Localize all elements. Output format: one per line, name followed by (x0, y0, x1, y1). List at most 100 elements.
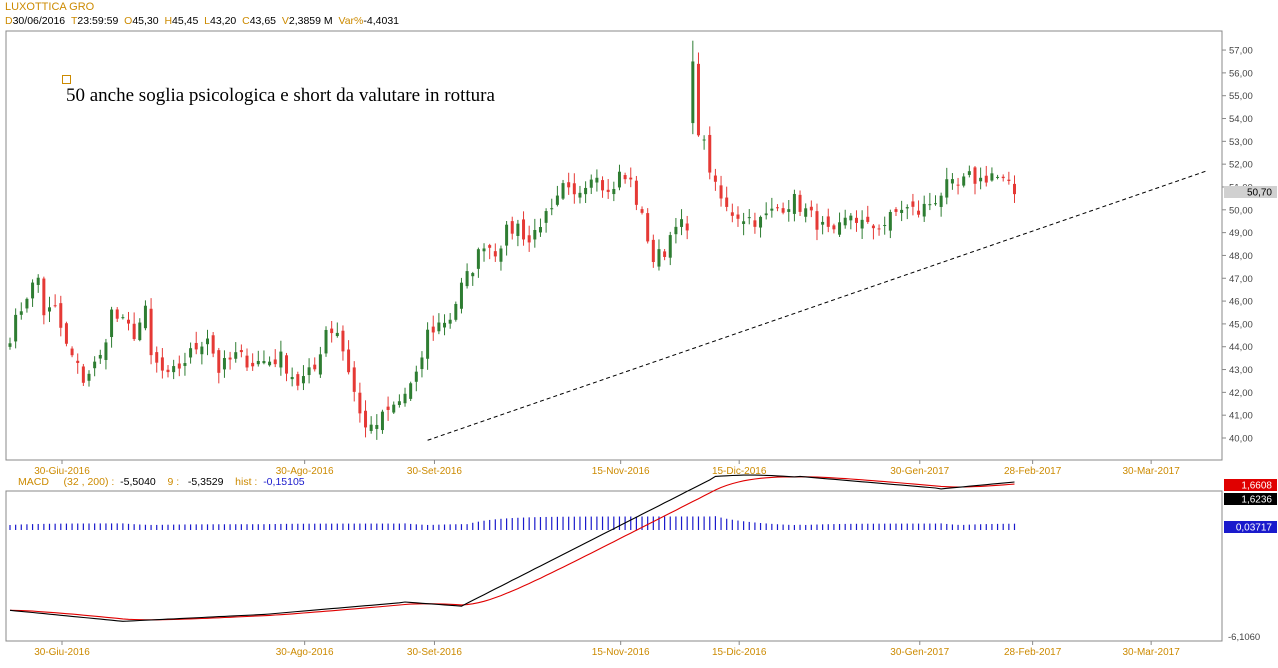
candle-body (996, 176, 1000, 178)
candle-body (437, 322, 441, 332)
candle-body (516, 223, 520, 236)
macd-signal-line (9, 476, 1015, 621)
date-tick-label: 30-Ago-2016 (276, 466, 334, 477)
ohlc-info-bar: D30/06/2016 T23:59:59 O45,30 H45,45 L43,… (5, 15, 399, 27)
candle-body (403, 393, 407, 404)
price-tick-label: 54,00 (1229, 114, 1253, 125)
candle-body (725, 197, 729, 207)
candle-body (14, 314, 18, 342)
candle-body (397, 401, 401, 406)
macd-value: -5,5040 (120, 476, 156, 488)
candle-body (629, 177, 633, 180)
candle-body (922, 203, 926, 217)
candle-body (956, 184, 960, 186)
candle-body (680, 219, 684, 227)
candle-body (510, 221, 514, 234)
candle-body (747, 217, 751, 219)
candle-body (110, 309, 114, 338)
candle-body (488, 245, 492, 248)
price-tick-label: 42,00 (1229, 388, 1253, 399)
ohlc-value-l: 43,20 (210, 15, 237, 27)
candle-body (905, 207, 909, 209)
candle-body (465, 271, 469, 287)
date-tick-label: 30-Mar-2017 (1123, 647, 1181, 658)
candle-body (646, 213, 650, 242)
price-pane-frame (5, 30, 1223, 461)
ohlc-value-varpct: -4,4031 (363, 15, 400, 27)
candle-body (48, 307, 52, 312)
candle-body (443, 322, 447, 328)
price-tick-label: 55,00 (1229, 91, 1253, 102)
chart-annotation[interactable]: 50 anche soglia psicologica e short da v… (66, 85, 495, 106)
candle-body (866, 216, 870, 222)
candle-body (815, 211, 819, 230)
candle-body (691, 61, 695, 124)
candle-body (222, 357, 226, 370)
candle-body (634, 180, 638, 205)
candle-body (166, 369, 170, 373)
candle-body (234, 352, 238, 359)
candle-body (386, 406, 390, 410)
signal-value-tag-bg (1224, 479, 1277, 491)
price-tick-label: 56,00 (1229, 68, 1253, 79)
candle-body (555, 195, 559, 205)
candle-body (87, 373, 91, 381)
candle-body (928, 204, 932, 206)
candle-body (663, 251, 667, 257)
candle-body (860, 219, 864, 229)
macd-info-bar: MACD (32 , 200) : -5,5040 9 : -5,3529 hi… (18, 476, 305, 488)
macd-name: MACD (18, 476, 49, 488)
candle-body (759, 216, 763, 228)
date-tick-label: 30-Set-2016 (407, 647, 462, 658)
candle-body (155, 352, 159, 363)
ohlc-value-d: 30/06/2016 (12, 15, 66, 27)
candle-body (268, 361, 272, 366)
candlestick-series (8, 40, 1016, 440)
candle-body (459, 282, 463, 309)
annotation-marker[interactable] (62, 75, 71, 84)
candle-body (533, 229, 537, 240)
candle-body (702, 139, 706, 141)
value-tags: 50,70 1,6608 1,6236 0,03717 -6,1060 (1224, 186, 1277, 643)
candle-body (838, 222, 842, 235)
candle-body (177, 363, 181, 369)
candle-body (696, 63, 700, 136)
candle-body (589, 179, 593, 188)
candle-body (742, 221, 746, 224)
candle-body (657, 249, 661, 267)
candle-body (962, 176, 966, 186)
ohlc-key-o: O (124, 15, 133, 27)
date-tick-label: 15-Dic-2016 (712, 466, 767, 477)
candle-body (888, 211, 892, 231)
candle-body (493, 251, 497, 257)
price-tick-label: 52,00 (1229, 160, 1253, 171)
candle-body (471, 273, 475, 277)
candle-body (967, 171, 971, 175)
price-tick-label: 47,00 (1229, 274, 1253, 285)
candle-body (854, 217, 858, 223)
candle-body (877, 228, 881, 230)
candle-body (578, 192, 582, 198)
date-tick-label: 30-Set-2016 (407, 466, 462, 477)
candle-body (81, 366, 85, 383)
candle-body (149, 308, 153, 356)
candle-body (31, 282, 35, 299)
candle-body (245, 355, 249, 368)
candle-body (1001, 176, 1005, 179)
date-tick-label: 30-Giu-2016 (34, 647, 90, 658)
candle-body (352, 367, 356, 392)
ohlc-key-v: V (281, 15, 289, 27)
candle-body (979, 177, 983, 182)
candle-body (160, 357, 164, 371)
candle-body (341, 330, 345, 352)
hist-value-tag: 0,03717 (1236, 523, 1273, 534)
ohlc-key-d: D (5, 15, 13, 27)
candle-body (431, 326, 435, 333)
candle-body (798, 194, 802, 212)
macd-value-tag-bg (1224, 493, 1277, 505)
instrument-title: LUXOTTICA GRO (5, 1, 95, 13)
date-tick-label: 30-Giu-2016 (34, 466, 90, 477)
candle-body (792, 193, 796, 214)
candle-body (832, 225, 836, 230)
